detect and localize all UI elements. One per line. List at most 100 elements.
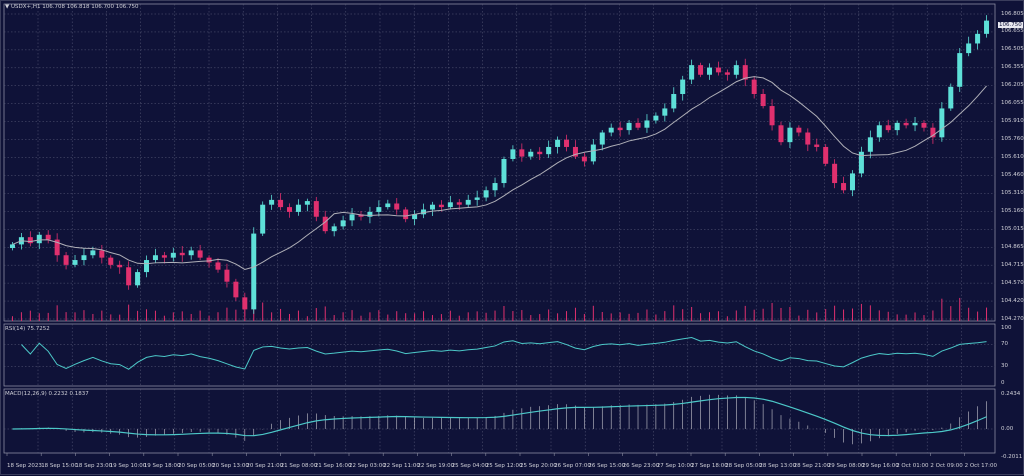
time-axis-label: 25 Sep 20:00 xyxy=(520,463,557,469)
candle-body xyxy=(698,65,704,75)
time-axis-label: 21 Sep 16:00 xyxy=(314,463,352,469)
candle-body xyxy=(233,281,239,298)
candle-body xyxy=(242,297,248,310)
candle-body xyxy=(269,199,275,205)
time-axis-label: 18 Sep 2023 xyxy=(7,463,42,469)
candle-body xyxy=(769,106,775,126)
time-axis-label: 19 Sep 10:00 xyxy=(109,463,147,469)
candle-body xyxy=(814,144,820,147)
candle-body xyxy=(394,203,400,210)
candle-body xyxy=(662,108,668,116)
candle-body xyxy=(9,244,15,249)
candle-body xyxy=(912,122,918,126)
candle-body xyxy=(805,132,811,145)
candle-body xyxy=(438,204,444,208)
price-axis-label: 104.420 xyxy=(1001,297,1024,304)
candle-body xyxy=(376,207,382,212)
price-axis-label: 105.015 xyxy=(1001,225,1024,232)
candle-body xyxy=(367,211,373,217)
candle-body xyxy=(456,202,462,205)
time-axis-label: 18 Sep 15:00 xyxy=(41,463,78,469)
candle-body xyxy=(161,255,167,258)
price-axis-label: 104.570 xyxy=(1001,279,1024,286)
candle-body xyxy=(260,204,266,234)
macd-axis-label: 0.00 xyxy=(1001,425,1014,432)
candle-body xyxy=(689,65,695,80)
candle-body xyxy=(206,257,212,263)
candle-body xyxy=(90,250,96,256)
candle-body xyxy=(313,201,319,217)
candle-body xyxy=(555,139,561,147)
candle-body xyxy=(894,122,900,131)
time-axis-label: 20 Sep 21:00 xyxy=(246,463,284,469)
candle-body xyxy=(286,207,292,212)
candle-body xyxy=(295,204,301,212)
time-axis-label: 22 Sep 19:00 xyxy=(417,463,455,469)
time-axis-label: 28 Sep 21:00 xyxy=(793,463,831,469)
candle-body xyxy=(948,86,954,109)
candle-body xyxy=(537,151,543,155)
moving-average-line xyxy=(12,76,987,270)
candle-body xyxy=(27,237,33,244)
price-axis-label: 106.205 xyxy=(1001,82,1024,89)
candle-body xyxy=(921,122,927,128)
time-axis-label: 29 Sep 16:00 xyxy=(862,463,899,469)
candle-body xyxy=(957,53,963,87)
candle-body xyxy=(81,255,87,261)
candle-body xyxy=(796,127,802,133)
candle-body xyxy=(841,183,847,191)
price-axis-label: 106.655 xyxy=(1001,28,1024,35)
candle-body xyxy=(447,202,453,208)
candle-body xyxy=(45,234,51,240)
candle-body xyxy=(215,262,221,270)
time-axis-label: 28 Sep 13:00 xyxy=(759,463,797,469)
pane-border xyxy=(3,3,996,322)
candle-body xyxy=(966,43,972,54)
candle-body xyxy=(197,250,203,258)
candle-body xyxy=(564,139,570,147)
candle-body xyxy=(465,199,471,205)
ohlc-values: 106.708 106.818 106.700 106.750 xyxy=(42,4,139,10)
candle-body xyxy=(742,65,748,80)
candle-body xyxy=(876,125,882,138)
candle-body xyxy=(349,214,355,221)
candle-body xyxy=(278,199,284,208)
candle-body xyxy=(331,226,337,232)
candle-body xyxy=(724,72,730,75)
macd-axis-label: -0.2011 xyxy=(1001,454,1023,461)
candle-body xyxy=(984,20,990,34)
candle-body xyxy=(519,149,525,157)
time-axis-label: 26 Sep 15:00 xyxy=(588,463,626,469)
price-axis-label: 105.610 xyxy=(1001,154,1024,161)
candle-body xyxy=(421,209,427,215)
rsi-axis-label: 70 xyxy=(1001,341,1008,347)
candle-body xyxy=(36,234,42,244)
candle-body xyxy=(510,149,516,159)
pane-border xyxy=(3,388,996,454)
price-axis-label: 105.310 xyxy=(1001,189,1024,196)
candle-body xyxy=(304,201,310,205)
collapse-triangle-icon[interactable]: ▼ xyxy=(5,4,10,10)
candle-body xyxy=(483,190,489,198)
candle-body xyxy=(849,173,855,191)
candle-body xyxy=(108,257,114,265)
candle-body xyxy=(117,264,123,268)
candle-body xyxy=(126,267,132,286)
candle-body xyxy=(975,33,981,44)
candle-body xyxy=(322,216,328,232)
candle-body xyxy=(429,204,435,210)
candle-body xyxy=(546,146,552,155)
candle-body xyxy=(644,120,650,128)
price-axis-label: 105.910 xyxy=(1001,118,1024,125)
current-price-tag: 106.750 xyxy=(998,22,1023,28)
candle-body xyxy=(474,197,480,200)
time-axis-label: 20 Sep 13:00 xyxy=(212,463,249,469)
candle-body xyxy=(733,65,739,75)
candle-body xyxy=(608,127,614,133)
candle-body xyxy=(751,79,757,95)
price-axis-label: 105.460 xyxy=(1001,171,1024,178)
candle-body xyxy=(412,214,418,220)
candle-body xyxy=(188,250,194,256)
